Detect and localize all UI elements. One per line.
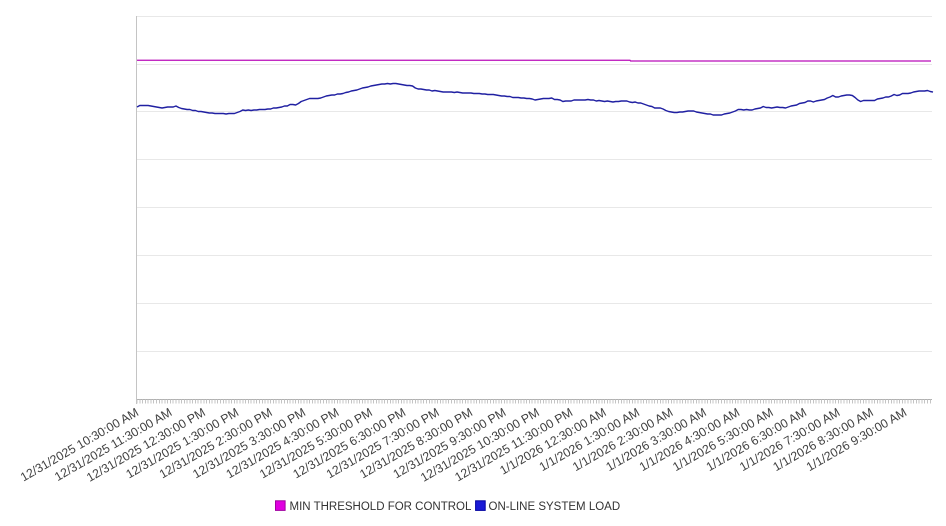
svg-text:MIN THRESHOLD FOR CONTROL: MIN THRESHOLD FOR CONTROL	[290, 501, 472, 513]
svg-text:ON-LINE SYSTEM LOAD: ON-LINE SYSTEM LOAD	[489, 501, 621, 513]
